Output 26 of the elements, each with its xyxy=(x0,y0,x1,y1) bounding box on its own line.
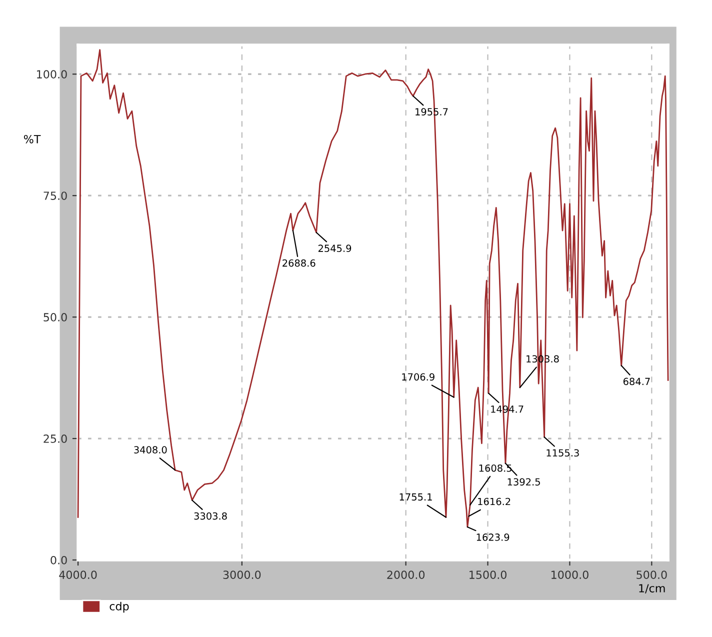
annotation: 2688.6 xyxy=(282,259,316,267)
annotation: 1155.3 xyxy=(546,449,579,457)
y-tick-label: 100.0 xyxy=(37,70,67,79)
y-tick-label: 25.0 xyxy=(44,434,67,443)
annotation: 3303.8 xyxy=(194,512,227,520)
y-tick-label: 50.0 xyxy=(44,313,67,322)
annotation: 684.7 xyxy=(623,378,650,386)
x-axis-title: 1/cm xyxy=(639,584,665,594)
x-tick-label: 4000.0 xyxy=(59,570,97,580)
annotation: 1392.5 xyxy=(508,478,540,486)
line-series xyxy=(77,49,669,528)
x-tick-label: 1500.0 xyxy=(470,570,506,580)
x-tick-label: 3000.0 xyxy=(223,570,261,580)
y-tick-label: 0.0 xyxy=(50,556,67,564)
annotation: 3408.0 xyxy=(134,446,167,454)
annotation: 1755.1 xyxy=(400,493,432,501)
annotation: 1623.9 xyxy=(476,534,510,541)
x-tick-label: 1000.0 xyxy=(552,570,588,580)
legend-label: cdp xyxy=(110,602,129,613)
annotation: 1706.9 xyxy=(402,373,434,381)
x-tick-label: 2000.0 xyxy=(387,570,425,580)
y-axis-title: %T xyxy=(24,134,41,144)
y-tick-label: 75.0 xyxy=(44,192,67,200)
annotation: 1616.2 xyxy=(478,498,510,506)
annotation: 2545.9 xyxy=(318,244,352,252)
x-tick-label: 500.0 xyxy=(636,570,667,580)
